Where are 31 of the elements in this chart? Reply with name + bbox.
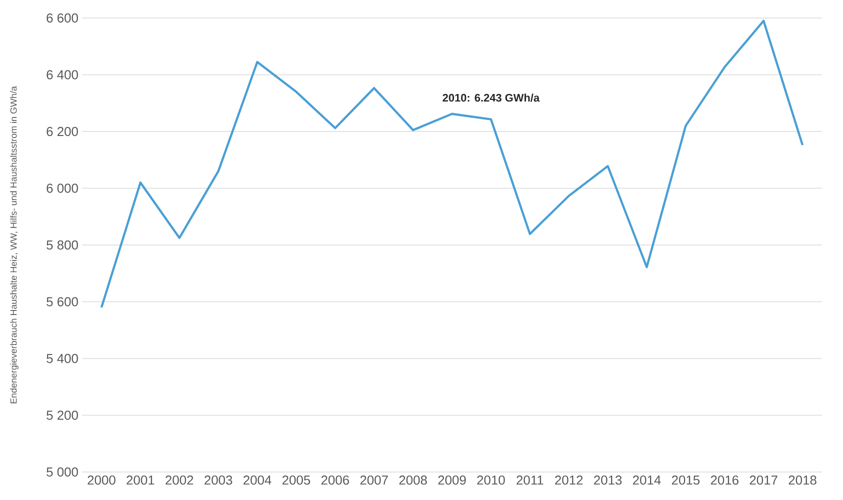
y-tick-label: 5 200 bbox=[46, 410, 78, 420]
y-tick-label: 5 800 bbox=[46, 240, 78, 250]
y-tick-label: 6 400 bbox=[46, 70, 78, 80]
x-tick-label: 2007 bbox=[360, 476, 388, 485]
x-tick-label: 2012 bbox=[555, 476, 583, 485]
y-axis-title: Endenergieverbrauch Haushalte Heiz, WW, Hilfs- und Haushaltsstrom in GWh/a bbox=[10, 86, 18, 404]
y-tick-label: 6 000 bbox=[46, 184, 78, 193]
x-tick-label: 2001 bbox=[126, 476, 154, 485]
x-tick-label: 2006 bbox=[321, 476, 350, 485]
x-tick-label: 2008 bbox=[399, 476, 427, 485]
y-tick-label: 6 600 bbox=[46, 13, 78, 23]
x-tick-label: 2017 bbox=[750, 476, 778, 485]
x-tick-label: 2005 bbox=[282, 476, 310, 485]
y-tick-label: 5 400 bbox=[46, 354, 78, 364]
x-tick-label: 2009 bbox=[438, 476, 466, 485]
x-tick-label: 2002 bbox=[166, 476, 194, 485]
x-tick-label: 2014 bbox=[632, 476, 661, 485]
y-tick-label: 6 200 bbox=[46, 126, 78, 136]
x-tick-label: 2013 bbox=[594, 476, 622, 485]
x-tick-label: 2011 bbox=[516, 476, 544, 485]
x-tick-label: 2010 bbox=[477, 476, 505, 485]
y-tick-label: 5 600 bbox=[46, 297, 78, 306]
x-tick-label: 2003 bbox=[204, 476, 232, 485]
x-tick-label: 2015 bbox=[672, 476, 700, 485]
x-tick-label: 2016 bbox=[710, 476, 738, 485]
line-series bbox=[100, 20, 804, 309]
y-tick-label: 5 000 bbox=[46, 467, 78, 477]
x-tick-label: 2000 bbox=[88, 476, 116, 485]
annotation: 2010: 6.243 GWh/a bbox=[442, 94, 540, 102]
x-tick-label: 2018 bbox=[788, 476, 816, 485]
x-tick-label: 2004 bbox=[244, 476, 272, 485]
